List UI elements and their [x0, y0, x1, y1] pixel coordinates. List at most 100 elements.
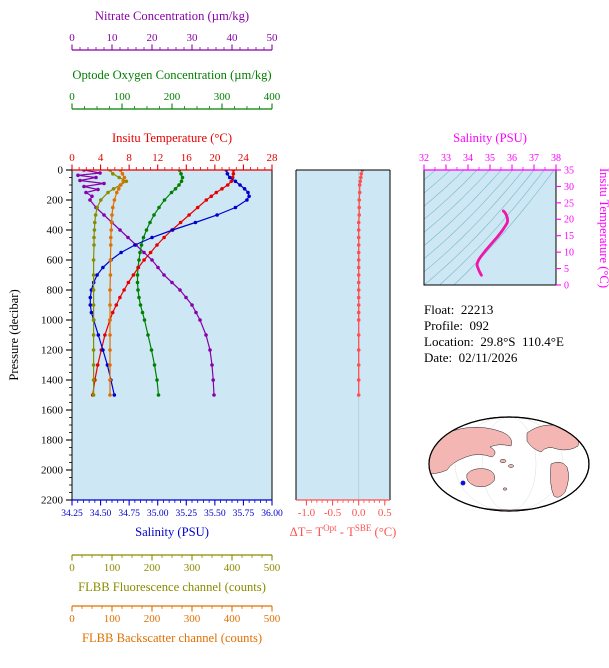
- tick-label: 1400: [41, 375, 64, 387]
- data-point: [356, 280, 361, 285]
- data-point: [119, 183, 123, 187]
- data-point: [478, 270, 481, 273]
- data-point: [170, 228, 175, 232]
- tick-label: 25: [564, 198, 574, 209]
- data-point: [356, 243, 361, 247]
- series-temperature: [90, 170, 236, 397]
- tick-label: 100: [104, 562, 121, 574]
- data-point: [178, 288, 182, 292]
- delta-t-series: [356, 170, 365, 397]
- island-new-guinea: [508, 464, 514, 468]
- data-point: [356, 333, 361, 337]
- data-point: [359, 175, 363, 180]
- tick-label: 400: [224, 613, 241, 625]
- data-point: [173, 187, 178, 191]
- density-contour-line: [424, 170, 535, 285]
- tick-label: 0: [69, 613, 75, 625]
- nitrate-axis: 0 10 20 30 40 50: [69, 32, 278, 51]
- pressure-axis-title: Pressure (decibar): [7, 289, 21, 380]
- data-point: [245, 198, 249, 202]
- data-point: [142, 250, 146, 255]
- world-map: [428, 416, 590, 512]
- data-point: [137, 295, 141, 300]
- data-point: [92, 243, 96, 247]
- data-point: [357, 205, 362, 210]
- density-contour-line: [424, 170, 502, 246]
- continent-north-america: [526, 424, 579, 453]
- data-point: [162, 235, 166, 240]
- data-point: [108, 333, 112, 337]
- data-point: [356, 235, 361, 240]
- data-point: [102, 181, 106, 186]
- ts-curve-group: [475, 209, 510, 277]
- data-point: [484, 249, 487, 252]
- data-point: [156, 265, 160, 270]
- data-point: [170, 280, 174, 285]
- tick-label: 400: [224, 562, 241, 574]
- data-point: [99, 198, 103, 202]
- data-point: [210, 363, 214, 367]
- data-point: [142, 258, 146, 262]
- map-outline: [428, 416, 590, 512]
- data-point: [138, 303, 143, 307]
- data-point: [193, 220, 198, 225]
- density-contour-line: [424, 170, 513, 259]
- data-point: [133, 243, 137, 247]
- data-point: [76, 173, 80, 178]
- data-point: [135, 280, 140, 285]
- tick-label: 35.50: [204, 508, 226, 519]
- data-point: [136, 288, 140, 292]
- data-point: [144, 228, 149, 232]
- data-point: [215, 213, 219, 217]
- data-point: [105, 363, 110, 367]
- ts-temperature-axis-title: Insitu Temperature (°C): [597, 168, 609, 288]
- data-point: [84, 190, 88, 195]
- data-point: [108, 288, 112, 292]
- data-point: [101, 265, 105, 270]
- data-point: [109, 220, 114, 225]
- data-point: [491, 240, 495, 244]
- data-point: [184, 295, 188, 300]
- tick-label: 0: [564, 280, 569, 291]
- data-point: [506, 221, 509, 225]
- data-point: [111, 187, 116, 191]
- data-point: [88, 198, 92, 202]
- density-contour-line: [424, 170, 478, 220]
- data-point: [139, 243, 144, 247]
- data-point: [214, 190, 219, 195]
- data-point: [502, 209, 505, 212]
- data-point: [108, 348, 112, 352]
- tick-label: 34.25: [61, 508, 83, 519]
- data-point: [108, 258, 113, 262]
- data-point: [152, 363, 157, 367]
- data-point: [187, 213, 191, 217]
- data-point: [247, 194, 251, 199]
- tick-label: 200: [164, 91, 181, 103]
- data-point: [356, 265, 361, 270]
- data-point: [96, 187, 100, 192]
- data-point: [93, 220, 97, 225]
- data-point: [150, 235, 154, 240]
- tick-label: 1200: [41, 345, 64, 357]
- data-point: [356, 348, 361, 352]
- data-point: [78, 178, 82, 183]
- ts-temperature-axis: 0 5 10 15 20 25 30 35: [556, 165, 574, 291]
- tick-label: 28: [267, 152, 279, 164]
- tick-label: 300: [184, 562, 201, 574]
- data-point: [477, 268, 480, 271]
- map-land-group: [429, 417, 589, 511]
- data-point: [111, 172, 115, 176]
- data-point: [225, 172, 230, 176]
- data-point: [356, 295, 361, 300]
- data-point: [135, 273, 140, 277]
- density-contour-line: [424, 170, 490, 233]
- data-point: [109, 235, 113, 240]
- data-point: [146, 333, 150, 337]
- data-point: [95, 273, 99, 277]
- data-point: [204, 333, 208, 337]
- data-point: [194, 310, 198, 315]
- data-point: [89, 310, 94, 315]
- data-point: [156, 393, 161, 397]
- continent-south-america: [550, 461, 569, 498]
- data-point: [98, 171, 102, 175]
